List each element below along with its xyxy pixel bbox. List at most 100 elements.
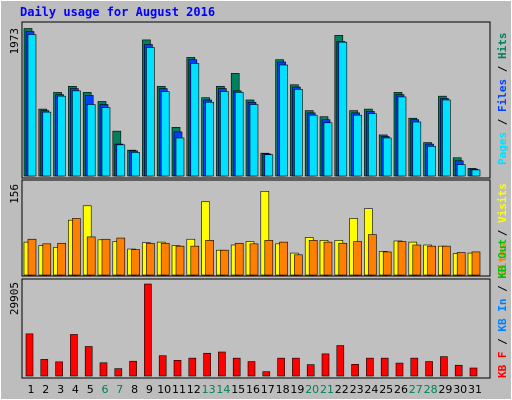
bar-sites-day-2 <box>42 243 52 276</box>
legend-hits: Hits <box>496 33 509 60</box>
bar-sites-day-3 <box>57 242 66 276</box>
kbytes-legend: KB F / KB In / KB Out <box>496 239 509 378</box>
bar-pages-day-9 <box>146 47 155 177</box>
bar-kbytes-day-12 <box>188 357 197 377</box>
bar-kbytes-day-26 <box>395 362 404 377</box>
legend-visits: Visits <box>496 183 509 223</box>
bar-pages-day-4 <box>72 90 81 177</box>
bar-kbytes-day-28 <box>425 361 433 377</box>
bar-kbytes-day-17 <box>262 371 271 377</box>
legend-files: Files <box>496 79 509 112</box>
bar-pages-day-25 <box>382 137 392 177</box>
bar-kbytes-day-11 <box>173 360 182 377</box>
bar-sites-day-1 <box>27 238 37 276</box>
day-label-27: 27 <box>409 383 423 396</box>
bar-pages-day-1 <box>27 34 37 177</box>
bar-kbytes-day-15 <box>232 357 241 377</box>
day-label-18: 18 <box>276 383 290 396</box>
day-label-24: 24 <box>364 383 378 396</box>
day-label-17: 17 <box>261 383 275 396</box>
bar-sites-day-12 <box>190 245 200 276</box>
legend-kb-f: KB F <box>496 352 509 379</box>
bar-kbytes-day-5 <box>84 346 93 377</box>
bar-sites-day-26 <box>397 241 407 276</box>
bar-sites-day-25 <box>382 251 392 276</box>
bar-kbytes-day-31 <box>469 367 478 377</box>
bar-pages-day-7 <box>116 144 126 177</box>
chart-marks: 1 2 3 4 5 6 7 8 9 10 11 12 13 14 15 16 17 18 19 20 21 22 23 24 2… <box>23 28 482 396</box>
bar-kbytes-day-19 <box>292 357 300 377</box>
bar-sites-day-9 <box>146 242 155 276</box>
bar-pages-day-17 <box>264 154 274 177</box>
day-label-31: 31 <box>468 383 482 396</box>
bar-pages-day-26 <box>397 96 407 177</box>
day-label-28: 28 <box>424 383 438 396</box>
day-label-7: 7 <box>116 383 123 396</box>
bar-sites-day-14 <box>220 249 229 276</box>
bar-sites-day-6 <box>101 238 111 276</box>
bar-sites-day-31 <box>471 251 481 276</box>
chart-title: Daily usage for August 2016 <box>20 5 215 19</box>
bar-pages-day-11 <box>175 137 185 177</box>
legend-pages: Pages <box>496 132 509 165</box>
bar-pages-day-24 <box>368 113 377 177</box>
bar-sites-day-29 <box>442 245 451 276</box>
bar-kbytes-day-24 <box>366 357 374 377</box>
bar-pages-day-12 <box>190 63 200 177</box>
day-label-15: 15 <box>231 383 245 396</box>
bar-kbytes-day-18 <box>277 357 285 377</box>
bar-sites-day-15 <box>234 242 244 276</box>
day-label-19: 19 <box>290 383 304 396</box>
bar-sites-day-22 <box>338 242 348 276</box>
kbytes-y-max-label: 29905 <box>8 282 21 315</box>
bar-pages-day-22 <box>338 41 348 177</box>
day-label-16: 16 <box>246 383 260 396</box>
bar-kbytes-day-20 <box>306 364 315 377</box>
day-label-23: 23 <box>350 383 364 396</box>
day-label-1: 1 <box>28 383 35 396</box>
bar-sites-day-13 <box>205 240 214 276</box>
day-label-26: 26 <box>394 383 408 396</box>
bar-pages-day-15 <box>234 92 244 177</box>
bar-sites-day-19 <box>294 254 303 276</box>
day-label-3: 3 <box>57 383 64 396</box>
bar-sites-day-23 <box>353 241 362 276</box>
bar-kbytes-day-1 <box>25 333 34 377</box>
bar-kbytes-day-27 <box>410 357 419 377</box>
bar-kbytes-day-8 <box>129 360 137 377</box>
bar-pages-day-10 <box>160 91 170 177</box>
bar-pages-day-21 <box>323 122 333 177</box>
bar-sites-day-10 <box>160 242 170 276</box>
bar-pages-day-5 <box>86 104 96 177</box>
hits-y-max-label: 1973 <box>8 28 21 55</box>
bar-pages-day-6 <box>101 107 111 177</box>
day-label-29: 29 <box>438 383 452 396</box>
bar-pages-day-27 <box>412 121 422 177</box>
bar-sites-day-4 <box>72 218 81 276</box>
day-label-2: 2 <box>42 383 49 396</box>
bar-sites-day-28 <box>427 245 436 276</box>
bar-pages-day-14 <box>220 91 229 177</box>
day-label-5: 5 <box>87 383 94 396</box>
day-label-22: 22 <box>335 383 349 396</box>
bar-kbytes-day-3 <box>55 361 63 377</box>
day-label-9: 9 <box>146 383 153 396</box>
visits-legend: Sites / Visits <box>496 183 509 276</box>
day-label-14: 14 <box>216 383 230 396</box>
day-label-25: 25 <box>379 383 393 396</box>
bar-pages-day-8 <box>131 152 140 177</box>
day-label-20: 20 <box>305 383 319 396</box>
bar-kbytes-day-22 <box>336 345 345 377</box>
bar-kbytes-day-2 <box>40 359 49 377</box>
day-label-21: 21 <box>320 383 334 396</box>
legend-sites: Sites <box>496 243 509 276</box>
bar-sites-day-27 <box>412 244 422 276</box>
bar-sites-day-21 <box>323 241 333 276</box>
day-label-13: 13 <box>202 383 216 396</box>
day-label-8: 8 <box>131 383 138 396</box>
bar-kbytes-day-4 <box>70 334 78 377</box>
day-label-12: 12 <box>187 383 201 396</box>
bar-pages-day-28 <box>427 146 436 177</box>
bar-kbytes-day-30 <box>454 364 463 377</box>
